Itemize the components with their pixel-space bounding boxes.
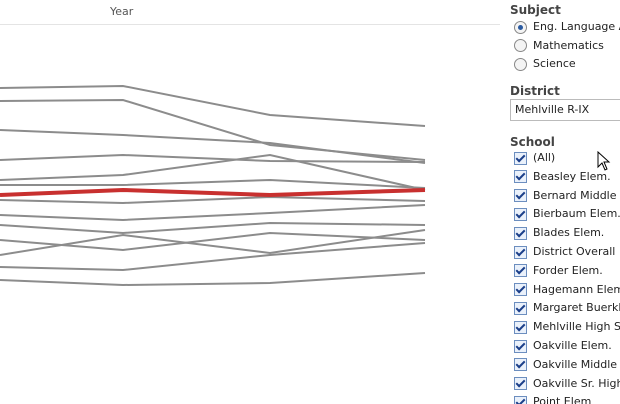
line	[0, 272, 426, 287]
option-label: (All)	[533, 151, 556, 164]
checkbox-option[interactable]: Bernard Middle	[514, 187, 617, 205]
checkbox-option[interactable]: Forder Elem.	[514, 262, 603, 280]
checkbox[interactable]	[514, 358, 527, 372]
checkbox[interactable]	[514, 339, 527, 353]
checkbox-option[interactable]: District Overall	[514, 243, 615, 261]
line	[0, 84, 426, 127]
school-lines	[0, 84, 426, 287]
checkbox-option[interactable]: Bierbaum Elem.	[514, 205, 620, 223]
checkbox-option[interactable]: Beasley Elem.	[514, 168, 611, 186]
option-label: Blades Elem.	[533, 226, 605, 240]
radio[interactable]	[514, 39, 527, 52]
line	[0, 242, 426, 272]
option-label: Point Elem	[533, 395, 592, 404]
option-label: Margaret Buerkle	[533, 301, 620, 315]
option-label: Beasley Elem.	[533, 169, 611, 183]
checkbox-option[interactable]: Oakville Elem.	[514, 337, 612, 355]
checkbox[interactable]	[514, 170, 527, 184]
checkbox[interactable]	[514, 283, 527, 297]
checkbox[interactable]	[514, 207, 527, 221]
cursor	[597, 151, 611, 171]
radio-option[interactable]: Science	[514, 55, 576, 73]
radio[interactable]	[514, 57, 527, 71]
checkbox[interactable]	[514, 320, 527, 334]
checkbox-option[interactable]: Mehlville High Sc	[514, 318, 620, 336]
option-label: Mehlville High Sc	[533, 320, 620, 334]
option-label: Hagemann Elem.	[533, 282, 620, 296]
option-label: Forder Elem.	[533, 263, 603, 277]
line	[0, 129, 426, 164]
line	[0, 221, 426, 235]
option-label: District Overall	[533, 245, 616, 258]
checkbox[interactable]	[514, 245, 527, 259]
checkbox-option[interactable]: Oakville Sr. High	[514, 375, 620, 393]
option-label: Bierbaum Elem.	[533, 207, 620, 221]
checkbox[interactable]	[514, 395, 527, 404]
line	[0, 153, 426, 163]
x-header: Year	[0, 0, 500, 25]
checkbox[interactable]	[514, 377, 527, 391]
checkbox-option[interactable]: (All)	[514, 149, 555, 167]
checkbox-option[interactable]: Margaret Buerkle	[514, 299, 620, 317]
option-label: Oakville Sr. High	[533, 376, 620, 390]
checkbox[interactable]	[514, 301, 527, 315]
option-label: Oakville Elem.	[533, 339, 612, 352]
option-label: Eng. Language A	[533, 20, 620, 33]
highlight-line	[0, 187, 426, 198]
checkbox[interactable]	[514, 264, 527, 278]
line	[0, 195, 426, 205]
option-label: Bernard Middle	[533, 188, 617, 202]
line	[0, 153, 426, 191]
checkbox[interactable]	[514, 151, 527, 165]
x-axis-label: Year	[110, 5, 134, 18]
checkbox-option[interactable]: Hagemann Elem.	[514, 281, 620, 299]
filter-title: School	[510, 135, 555, 149]
option-label: Mathematics	[533, 38, 604, 52]
radio[interactable]	[514, 20, 527, 34]
line	[0, 204, 426, 222]
option-label: Oakville Middle	[533, 357, 618, 371]
filter-title: District	[510, 84, 560, 98]
district-dropdown[interactable]: Mehlville R-IX	[510, 99, 620, 121]
option-label: Science	[533, 57, 576, 70]
line-plot	[0, 84, 426, 287]
line	[0, 178, 426, 189]
checkbox[interactable]	[514, 189, 527, 203]
checkbox-option[interactable]: Point Elem	[514, 393, 591, 404]
checkbox-option[interactable]: Blades Elem.	[514, 224, 604, 242]
radio-option[interactable]: Eng. Language A	[514, 18, 620, 36]
line	[0, 98, 426, 161]
radio-option[interactable]: Mathematics	[514, 37, 604, 55]
checkbox-option[interactable]: Oakville Middle	[514, 356, 617, 374]
filter-panel: Subject District Mehlville R-IX School E…	[510, 0, 620, 404]
checkbox[interactable]	[514, 226, 527, 240]
filter-title: Subject	[510, 3, 561, 17]
line	[0, 229, 426, 256]
